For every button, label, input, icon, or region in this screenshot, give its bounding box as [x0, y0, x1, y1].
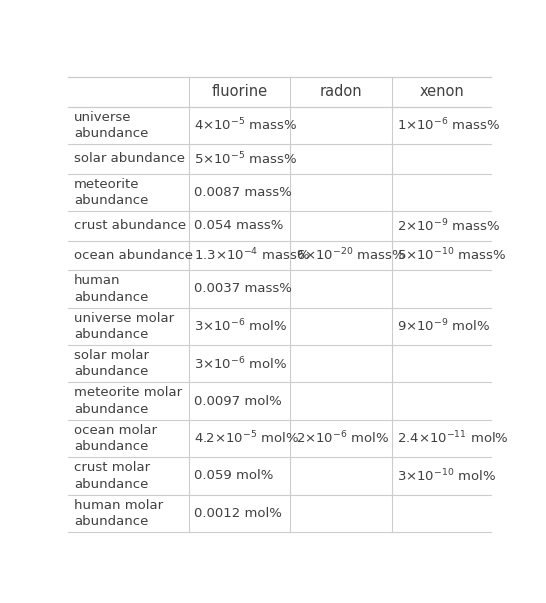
Text: universe molar
abundance: universe molar abundance [74, 312, 174, 341]
Text: ocean molar
abundance: ocean molar abundance [74, 424, 157, 453]
Text: xenon: xenon [419, 84, 464, 99]
Text: human
abundance: human abundance [74, 274, 148, 303]
Text: $4.2{\times}10^{-5}$ mol%: $4.2{\times}10^{-5}$ mol% [194, 430, 300, 447]
Text: $4{\times}10^{-5}$ mass%: $4{\times}10^{-5}$ mass% [194, 117, 298, 134]
Text: meteorite molar
abundance: meteorite molar abundance [74, 387, 182, 416]
Text: $1{\times}10^{-6}$ mass%: $1{\times}10^{-6}$ mass% [397, 117, 501, 134]
Text: $6{\times}10^{-20}$ mass%: $6{\times}10^{-20}$ mass% [296, 247, 405, 264]
Text: solar molar
abundance: solar molar abundance [74, 349, 149, 379]
Text: meteorite
abundance: meteorite abundance [74, 177, 148, 207]
Text: $2{\times}10^{-9}$ mass%: $2{\times}10^{-9}$ mass% [397, 218, 501, 234]
Text: $3{\times}10^{-6}$ mol%: $3{\times}10^{-6}$ mol% [194, 355, 288, 372]
Text: 0.0012 mol%: 0.0012 mol% [194, 507, 282, 520]
Text: $2{\times}10^{-6}$ mol%: $2{\times}10^{-6}$ mol% [296, 430, 389, 447]
Text: $9{\times}10^{-9}$ mol%: $9{\times}10^{-9}$ mol% [397, 318, 491, 335]
Text: universe
abundance: universe abundance [74, 110, 148, 140]
Text: $5{\times}10^{-5}$ mass%: $5{\times}10^{-5}$ mass% [194, 151, 298, 167]
Text: $5{\times}10^{-10}$ mass%: $5{\times}10^{-10}$ mass% [397, 247, 507, 264]
Text: human molar
abundance: human molar abundance [74, 499, 163, 528]
Text: solar abundance: solar abundance [74, 153, 185, 165]
Text: crust molar
abundance: crust molar abundance [74, 461, 150, 491]
Text: radon: radon [320, 84, 363, 99]
Text: ocean abundance: ocean abundance [74, 249, 193, 262]
Text: 0.0087 mass%: 0.0087 mass% [194, 186, 292, 199]
Text: 0.0037 mass%: 0.0037 mass% [194, 282, 292, 295]
Text: 0.059 mol%: 0.059 mol% [194, 469, 274, 482]
Text: $2.4{\times}10^{-11}$ mol%: $2.4{\times}10^{-11}$ mol% [397, 430, 509, 447]
Text: $3{\times}10^{-10}$ mol%: $3{\times}10^{-10}$ mol% [397, 467, 497, 484]
Text: 0.0097 mol%: 0.0097 mol% [194, 394, 282, 408]
Text: crust abundance: crust abundance [74, 219, 186, 232]
Text: fluorine: fluorine [211, 84, 268, 99]
Text: $3{\times}10^{-6}$ mol%: $3{\times}10^{-6}$ mol% [194, 318, 288, 335]
Text: $1.3{\times}10^{-4}$ mass%: $1.3{\times}10^{-4}$ mass% [194, 247, 311, 264]
Text: 0.054 mass%: 0.054 mass% [194, 219, 284, 232]
